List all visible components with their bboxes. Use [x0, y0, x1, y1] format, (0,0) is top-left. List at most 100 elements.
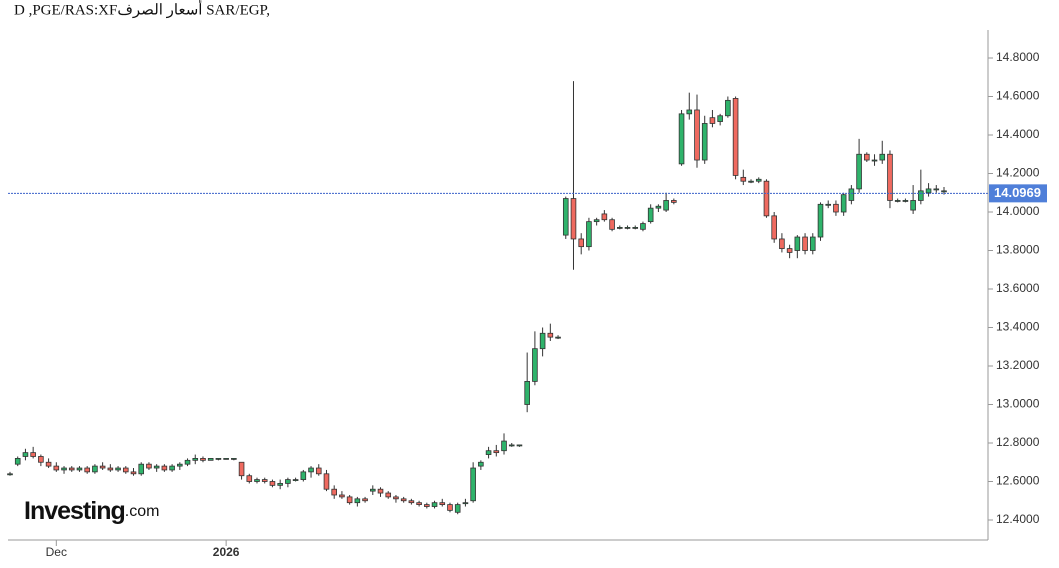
candle-body [547, 332, 554, 338]
candle-body [686, 109, 693, 115]
brand-name: Investing [24, 497, 125, 525]
candle-body [300, 471, 307, 480]
candle-body [99, 465, 106, 469]
candle-body [478, 461, 484, 467]
candle-body [424, 504, 430, 507]
candle-body [871, 159, 878, 162]
candle-body [76, 467, 83, 471]
candle-body [771, 215, 777, 240]
candle-body [207, 458, 214, 461]
candle-body [192, 458, 199, 461]
candle-body [763, 180, 770, 217]
candle-body [246, 475, 253, 482]
candle-body [339, 494, 345, 498]
chart-title: D ,PGE/RAS:XFأسعار الصرف SAR/EGP, [14, 0, 270, 18]
y-tick-label: 14.8000 [996, 50, 1040, 64]
candle-body [578, 238, 584, 248]
candle-body [84, 467, 90, 473]
candle-body [840, 194, 847, 213]
candle-body [532, 348, 538, 382]
candle-body [902, 200, 909, 202]
candle-body [779, 238, 785, 249]
candle-body [231, 458, 237, 460]
candle-body [933, 188, 940, 191]
y-tick-label: 13.6000 [996, 281, 1040, 295]
y-tick-label: 13.8000 [996, 243, 1040, 257]
candle-body [609, 219, 615, 230]
candle-body [586, 221, 592, 248]
y-tick-label: 13.2000 [996, 358, 1040, 372]
candle-body [315, 467, 322, 475]
candle-body [725, 99, 731, 117]
y-tick-label: 14.0000 [996, 204, 1040, 218]
candle-body [277, 483, 283, 486]
candle-body [624, 227, 631, 229]
candle-body [663, 200, 669, 211]
candle-body [308, 467, 314, 473]
candle-body [910, 200, 916, 211]
candle-body [7, 473, 13, 476]
brand-suffix: .com [125, 503, 160, 520]
candle-body [485, 450, 492, 455]
y-tick-label: 12.4000 [996, 512, 1040, 526]
candle-body [694, 109, 700, 161]
candle-body [671, 200, 677, 203]
candle-body [925, 188, 932, 194]
y-tick-label: 14.4000 [996, 127, 1040, 141]
candle-body [462, 502, 469, 505]
candle-body [238, 461, 245, 477]
candle-body [833, 203, 839, 213]
candle-body [254, 479, 260, 482]
candle-body [269, 481, 276, 486]
candle-body [115, 467, 121, 471]
candle-body [22, 452, 29, 457]
candle-body [593, 219, 600, 223]
candle-body [918, 190, 924, 201]
candle-body [61, 467, 67, 471]
candle-body [647, 207, 654, 223]
candle-body [45, 461, 52, 467]
x-tick-label: 2026 [213, 545, 240, 559]
candle-body [570, 198, 577, 240]
candle-body [292, 479, 299, 481]
candle-body [107, 467, 114, 471]
y-tick-label: 13.0000 [996, 397, 1040, 411]
candle-body [354, 498, 361, 504]
candle-body [130, 471, 137, 475]
candle-body [161, 465, 168, 471]
candle-body [370, 488, 376, 492]
candle-body [879, 153, 886, 161]
candle-body [439, 502, 446, 506]
candle-body [740, 176, 747, 182]
candle-body [200, 458, 206, 461]
candle-body [655, 205, 662, 209]
candle-body [454, 504, 461, 513]
candle-body [416, 502, 422, 506]
candle-body [153, 465, 160, 469]
candle-body [501, 440, 507, 452]
candle-body [38, 456, 44, 463]
candle-body [223, 458, 229, 460]
candle-body [887, 153, 893, 201]
candle-body [393, 496, 399, 500]
candle-body [817, 203, 824, 238]
candle-body [508, 444, 515, 447]
candle-body [470, 467, 476, 502]
candle-body [894, 200, 901, 202]
current-price-box [989, 184, 1047, 203]
candle-body [601, 213, 608, 221]
candle-body [346, 496, 353, 504]
candle-body [362, 498, 368, 502]
candle-body [617, 227, 623, 229]
candle-body [825, 203, 832, 206]
candle-body [678, 113, 685, 165]
candle-body [285, 479, 291, 484]
x-tick-label: Dec [46, 545, 67, 559]
candle-body [169, 465, 175, 471]
candle-body [701, 123, 708, 161]
candle-body [408, 500, 415, 504]
current-price-label: 14.0969 [994, 185, 1041, 200]
candle-body [809, 236, 816, 251]
candle-body [802, 236, 808, 251]
